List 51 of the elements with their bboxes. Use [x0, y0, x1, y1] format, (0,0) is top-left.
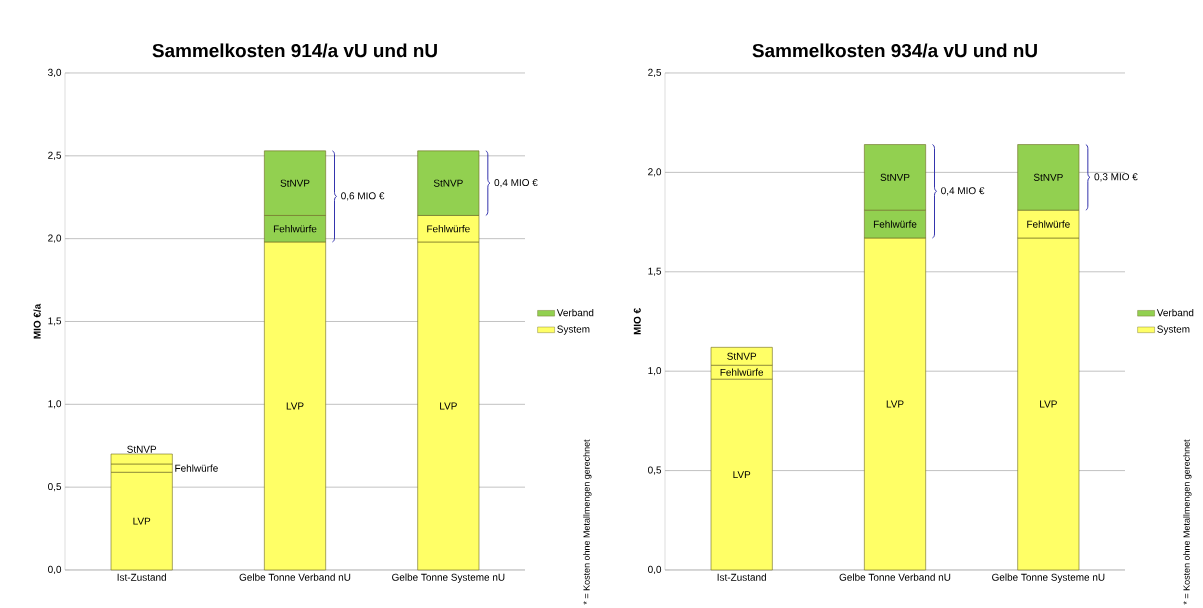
y-tick-label: 1,5 [648, 267, 662, 276]
text: StNVP [433, 179, 463, 187]
series-label: Fehlwürfe [720, 368, 764, 376]
x-tick-label: Ist-Zustand [717, 573, 766, 581]
legend-label: Verband [556, 308, 594, 317]
x-tick-label: Gelbe Tonne Systeme nU [992, 573, 1105, 583]
y-tick-label: 0,5 [648, 466, 662, 475]
series-label: StNVP [127, 445, 157, 453]
chart-title: Sammelkosten 934/a vU und nU [752, 43, 1037, 58]
text: * = Kosten ohne Metallmengen gerechnet [583, 439, 592, 605]
y-tick-label: 0,5 [48, 483, 62, 492]
y-axis-title: MIO € [633, 308, 641, 335]
y-tick-label: 2,0 [648, 168, 662, 177]
annotation: 0,4 MIO € [494, 179, 538, 188]
text: Fehlwürfe [427, 225, 470, 233]
y-tick-label: 2,5 [48, 151, 62, 160]
text: StNVP [880, 173, 910, 181]
y-tick-label: 2,0 [48, 234, 62, 243]
legend-label: System [557, 325, 590, 335]
y-tick-label: 0,0 [648, 565, 662, 575]
text: StNVP [280, 179, 310, 187]
y-axis-title: MIO €/a [33, 303, 41, 339]
y-tick-label: 1,5 [48, 317, 62, 326]
text: Fehlwürfe [1027, 220, 1070, 228]
series-label: Fehlwürfe [175, 464, 218, 472]
text: LVP [1040, 400, 1057, 408]
legend-label: Verband [1156, 308, 1194, 317]
text: Fehlwürfe [273, 225, 317, 233]
annotation: 0,3 MIO € [1094, 173, 1138, 182]
y-tick-label: 3,0 [48, 68, 62, 78]
annotation: 0,6 MIO € [341, 192, 385, 201]
text: LVP [440, 402, 457, 410]
y-tick-label: 1,0 [48, 400, 62, 409]
annotation: 0,4 MIO € [941, 187, 985, 196]
x-tick-label: Gelbe Tonne Verband nU [839, 573, 951, 581]
y-tick-label: 0,0 [48, 565, 62, 575]
chart-title: Sammelkosten 914/a vU und nU [152, 43, 437, 58]
series-label: LVP [733, 471, 751, 478]
text: * = Kosten ohne Metallmengen gerechnet [1183, 439, 1192, 605]
y-tick-label: 2,5 [648, 68, 662, 78]
x-tick-label: Ist-Zustand [117, 573, 166, 581]
y-tick-label: 1,0 [648, 367, 662, 376]
text: LVP [133, 517, 151, 525]
text: Fehlwürfe [873, 220, 917, 228]
legend-label: System [1157, 325, 1190, 335]
text: StNVP [1033, 173, 1063, 181]
text: LVP [886, 400, 904, 408]
series-label: StNVP [727, 352, 757, 360]
x-tick-label: Gelbe Tonne Verband nU [239, 573, 351, 581]
series-label: LVP [286, 402, 304, 410]
x-tick-label: Gelbe Tonne Systeme nU [392, 573, 505, 583]
